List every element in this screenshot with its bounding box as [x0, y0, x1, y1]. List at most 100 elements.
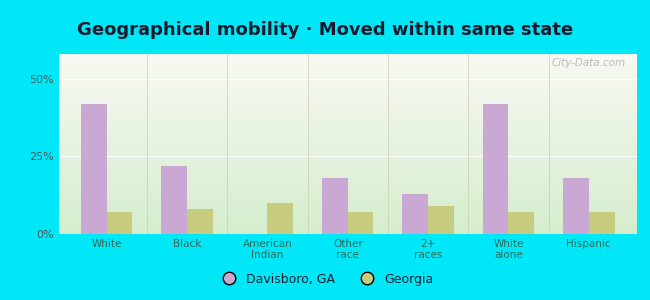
Bar — [58, 88, 637, 90]
Bar — [58, 130, 637, 131]
Bar — [58, 176, 637, 178]
Bar — [58, 85, 637, 86]
Bar — [58, 83, 637, 85]
Bar — [58, 198, 637, 200]
Bar — [483, 104, 508, 234]
Bar — [58, 86, 637, 88]
Bar — [58, 169, 637, 171]
Bar — [58, 212, 637, 214]
Bar — [267, 203, 293, 234]
Bar — [107, 212, 133, 234]
Bar — [58, 113, 637, 115]
Bar — [563, 178, 589, 234]
Bar — [58, 112, 637, 113]
Bar — [58, 191, 637, 193]
Bar — [58, 202, 637, 203]
Bar — [58, 77, 637, 79]
Bar — [58, 128, 637, 130]
Bar — [58, 203, 637, 205]
Bar — [161, 166, 187, 234]
Bar — [58, 72, 637, 74]
Bar — [58, 185, 637, 187]
Bar — [58, 101, 637, 103]
Bar — [58, 92, 637, 94]
Bar — [58, 151, 637, 153]
Bar — [58, 94, 637, 95]
Bar — [58, 193, 637, 194]
Bar — [58, 133, 637, 135]
Bar — [58, 166, 637, 167]
Bar — [58, 97, 637, 99]
Bar — [58, 140, 637, 142]
Bar — [58, 196, 637, 198]
Bar — [428, 206, 454, 234]
Bar — [58, 184, 637, 185]
Bar — [58, 146, 637, 148]
Bar — [58, 142, 637, 144]
Bar — [58, 155, 637, 157]
Bar — [58, 232, 637, 234]
Bar — [58, 65, 637, 67]
Bar — [58, 149, 637, 151]
Bar — [58, 148, 637, 149]
Bar — [58, 189, 637, 191]
Bar — [58, 209, 637, 211]
Text: Geographical mobility · Moved within same state: Geographical mobility · Moved within sam… — [77, 21, 573, 39]
Bar — [58, 99, 637, 101]
Bar — [58, 76, 637, 77]
Bar — [58, 139, 637, 140]
Bar — [58, 121, 637, 122]
Bar — [58, 171, 637, 173]
Bar — [81, 104, 107, 234]
Bar — [58, 59, 637, 61]
Bar — [58, 95, 637, 97]
Bar — [58, 106, 637, 108]
Bar — [58, 58, 637, 59]
Bar — [58, 117, 637, 119]
Bar — [58, 162, 637, 164]
Bar — [58, 194, 637, 196]
Bar — [58, 229, 637, 230]
Bar — [58, 157, 637, 158]
Bar — [58, 200, 637, 202]
Bar — [58, 153, 637, 155]
Bar — [58, 103, 637, 104]
Bar — [589, 212, 614, 234]
Bar — [58, 110, 637, 112]
Bar — [187, 209, 213, 234]
Bar — [58, 79, 637, 81]
Bar — [58, 178, 637, 180]
Bar — [58, 160, 637, 162]
Bar — [58, 144, 637, 146]
Bar — [58, 227, 637, 229]
Bar — [58, 216, 637, 218]
Bar — [58, 67, 637, 68]
Bar — [58, 54, 637, 56]
Bar — [58, 135, 637, 137]
Bar — [58, 223, 637, 225]
Bar — [58, 108, 637, 110]
Bar — [348, 212, 374, 234]
Bar — [58, 122, 637, 124]
Bar — [58, 68, 637, 70]
Bar — [58, 211, 637, 212]
Bar — [508, 212, 534, 234]
Bar — [58, 164, 637, 166]
Bar — [58, 230, 637, 232]
Bar — [58, 167, 637, 169]
Bar — [58, 119, 637, 121]
Bar — [58, 225, 637, 227]
Legend: Davisboro, GA, Georgia: Davisboro, GA, Georgia — [211, 268, 439, 291]
Bar — [58, 158, 637, 160]
Bar — [58, 131, 637, 133]
Bar — [58, 63, 637, 65]
Bar — [58, 70, 637, 72]
Bar — [58, 220, 637, 221]
Bar — [58, 187, 637, 189]
Bar — [58, 74, 637, 76]
Bar — [58, 115, 637, 117]
Text: City-Data.com: City-Data.com — [551, 58, 625, 68]
Bar — [58, 221, 637, 223]
Bar — [58, 207, 637, 209]
Bar — [58, 175, 637, 176]
